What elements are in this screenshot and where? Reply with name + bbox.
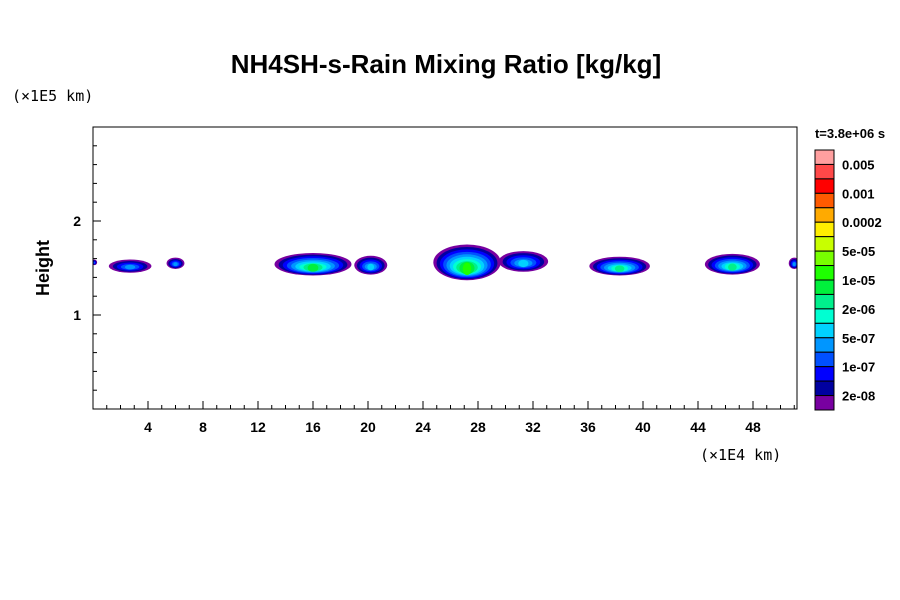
colorbar-swatch xyxy=(814,308,835,324)
plot-frame xyxy=(92,126,798,410)
colorbar-swatch xyxy=(814,279,835,295)
contour-level xyxy=(728,263,737,271)
contour-feature xyxy=(354,255,388,275)
x-tick-label: 12 xyxy=(250,419,266,435)
colorbar-label: 0.0002 xyxy=(842,215,882,230)
contour-level xyxy=(307,263,319,272)
colorbar-swatch xyxy=(814,192,835,209)
colorbar-label: 2e-06 xyxy=(842,302,875,317)
x-tick-label: 24 xyxy=(415,419,431,435)
colorbar-swatch xyxy=(814,221,835,238)
contour-feature xyxy=(108,259,152,273)
colorbar-label: 5e-07 xyxy=(842,331,875,346)
contour-level xyxy=(462,262,472,276)
colorbar-label: 1e-07 xyxy=(842,360,875,375)
x-tick-label: 48 xyxy=(745,419,761,435)
x-tick-label: 40 xyxy=(635,419,651,435)
y-axis-label: Height xyxy=(33,240,53,296)
x-tick-label: 32 xyxy=(525,419,541,435)
contour-feature xyxy=(93,259,98,266)
time-label: t=3.8e+06 s xyxy=(815,126,885,141)
contour-feature xyxy=(704,253,760,275)
colorbar-label: 5e-05 xyxy=(842,244,875,259)
contour-feature xyxy=(498,251,549,272)
x-tick-label: 36 xyxy=(580,419,596,435)
y-axis: 12 xyxy=(73,145,101,391)
x-axis: 4 8 12 16 20 24 28 32 36 40 44 48 xyxy=(106,401,795,435)
colorbar-swatch xyxy=(814,351,835,368)
colorbar-swatch xyxy=(814,380,835,397)
contour-level xyxy=(124,264,136,270)
colorbar-swatch xyxy=(814,207,835,223)
x-tick-label: 8 xyxy=(199,419,207,435)
contour-features xyxy=(93,244,797,281)
colorbar-swatch xyxy=(814,337,835,353)
contour-feature xyxy=(274,252,352,276)
colorbar-swatch xyxy=(814,293,835,310)
colorbar-swatch xyxy=(814,322,835,339)
colorbar-swatch xyxy=(814,265,835,281)
colorbar-swatch xyxy=(814,236,835,252)
colorbar-label: 0.001 xyxy=(842,186,875,201)
colorbar: 0.005 0.001 0.0002 5e-05 1e-05 2e-06 5e-07 1e-0… xyxy=(814,149,882,411)
x-tick-label: 28 xyxy=(470,419,486,435)
contour-level xyxy=(173,262,178,267)
chart-title: NH4SH-s-Rain Mixing Ratio [kg/kg] xyxy=(231,49,661,79)
contour-feature xyxy=(433,244,501,281)
x-tick-label: 4 xyxy=(144,419,152,435)
y-tick-label: 2 xyxy=(73,213,81,229)
x-tick-label: 16 xyxy=(305,419,321,435)
colorbar-swatch xyxy=(814,163,835,180)
y-tick-label: 1 xyxy=(73,307,81,323)
colorbar-label: 0.005 xyxy=(842,157,875,172)
contour-level xyxy=(518,259,529,268)
y-unit-label: (×1E5 km) xyxy=(12,87,93,105)
x-unit-label: (×1E4 km) xyxy=(700,446,781,464)
colorbar-swatch xyxy=(814,149,835,165)
colorbar-swatch xyxy=(814,366,835,382)
colorbar-swatch xyxy=(814,395,835,411)
contour-feature xyxy=(589,256,650,276)
colorbar-swatch xyxy=(814,250,835,267)
colorbar-label: 1e-05 xyxy=(842,273,875,288)
contour-level xyxy=(367,263,375,271)
contour-feature xyxy=(788,257,797,269)
colorbar-swatch xyxy=(814,178,835,194)
contour-level xyxy=(93,261,96,264)
x-tick-label: 20 xyxy=(360,419,376,435)
colorbar-label: 2e-08 xyxy=(842,389,875,404)
contour-level xyxy=(614,265,625,273)
contour-feature xyxy=(166,257,185,269)
x-tick-label: 44 xyxy=(690,419,706,435)
contour-level xyxy=(792,262,796,267)
